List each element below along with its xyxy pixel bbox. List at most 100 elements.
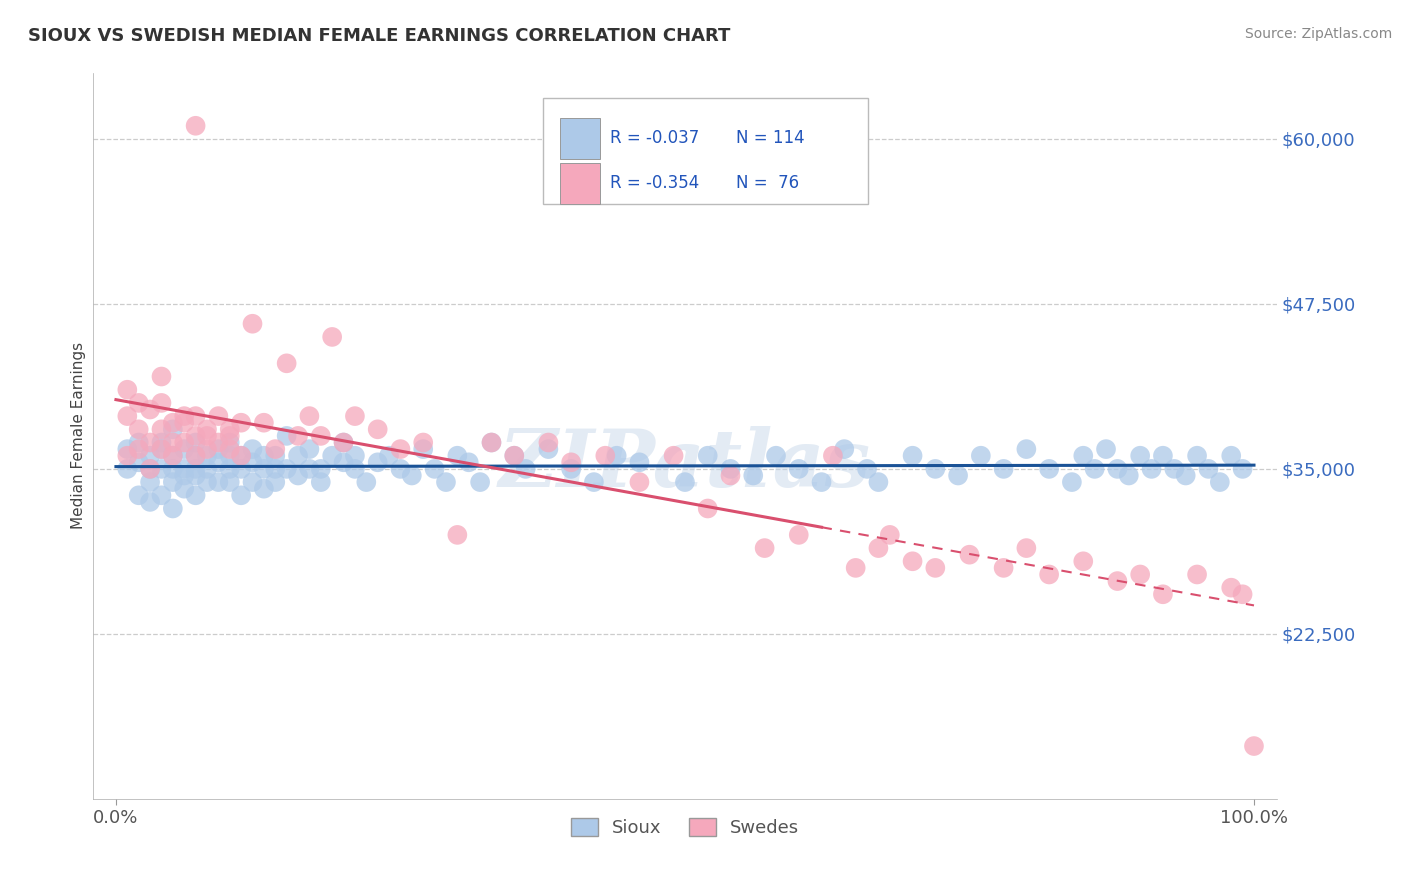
Sioux (207, 455, 229, 469)
Text: Source: ZipAtlas.com: Source: ZipAtlas.com (1244, 27, 1392, 41)
Sioux (207, 442, 229, 456)
Swedes (229, 416, 252, 430)
Sioux (515, 462, 537, 476)
Swedes (242, 317, 264, 331)
Swedes (868, 541, 890, 555)
Sioux (606, 449, 628, 463)
FancyBboxPatch shape (543, 98, 869, 203)
Sioux (1220, 449, 1243, 463)
Swedes (128, 442, 150, 456)
Sioux (537, 442, 560, 456)
Sioux (1071, 449, 1094, 463)
Swedes (184, 449, 207, 463)
Swedes (1038, 567, 1060, 582)
Sioux (1015, 442, 1038, 456)
Swedes (253, 416, 276, 430)
Swedes (162, 449, 184, 463)
Sioux (720, 462, 742, 476)
Sioux (1095, 442, 1118, 456)
Swedes (1243, 739, 1265, 753)
Sioux (298, 442, 321, 456)
Sioux (276, 429, 298, 443)
Swedes (117, 449, 139, 463)
Sioux (1038, 462, 1060, 476)
Swedes (173, 435, 195, 450)
Sioux (139, 495, 162, 509)
Swedes (309, 429, 332, 443)
Sioux (1197, 462, 1219, 476)
Sioux (856, 462, 879, 476)
Sioux (924, 462, 946, 476)
Swedes (139, 402, 162, 417)
Sioux (162, 475, 184, 489)
Text: ZIPatlas: ZIPatlas (499, 426, 872, 504)
Text: R = -0.037: R = -0.037 (610, 129, 700, 147)
Sioux (173, 442, 195, 456)
Swedes (560, 455, 582, 469)
Sioux (696, 449, 718, 463)
Sioux (1118, 468, 1140, 483)
Swedes (150, 442, 173, 456)
Sioux (218, 462, 240, 476)
Sioux (628, 455, 651, 469)
Sioux (832, 442, 855, 456)
Sioux (1174, 468, 1197, 483)
Swedes (1015, 541, 1038, 555)
Swedes (139, 462, 162, 476)
Sioux (309, 475, 332, 489)
Swedes (628, 475, 651, 489)
Sioux (117, 462, 139, 476)
Sioux (139, 449, 162, 463)
Swedes (264, 442, 287, 456)
Text: N = 114: N = 114 (735, 129, 804, 147)
Sioux (162, 501, 184, 516)
Text: SIOUX VS SWEDISH MEDIAN FEMALE EARNINGS CORRELATION CHART: SIOUX VS SWEDISH MEDIAN FEMALE EARNINGS … (28, 27, 731, 45)
Swedes (218, 442, 240, 456)
Sioux (150, 435, 173, 450)
Sioux (264, 449, 287, 463)
Sioux (787, 462, 810, 476)
FancyBboxPatch shape (560, 163, 600, 203)
Swedes (195, 429, 218, 443)
Swedes (184, 429, 207, 443)
Sioux (195, 449, 218, 463)
Sioux (195, 462, 218, 476)
Sioux (184, 488, 207, 502)
Swedes (993, 561, 1015, 575)
Swedes (184, 409, 207, 423)
Sioux (1129, 449, 1152, 463)
Swedes (117, 409, 139, 423)
Sioux (207, 475, 229, 489)
Text: N =  76: N = 76 (735, 174, 799, 193)
Sioux (264, 462, 287, 476)
Swedes (537, 435, 560, 450)
Sioux (765, 449, 787, 463)
Sioux (162, 462, 184, 476)
Swedes (218, 429, 240, 443)
Sioux (389, 462, 412, 476)
Sioux (481, 435, 503, 450)
Swedes (924, 561, 946, 575)
Swedes (162, 435, 184, 450)
Sioux (1060, 475, 1083, 489)
Sioux (970, 449, 993, 463)
Sioux (468, 475, 491, 489)
Swedes (287, 429, 309, 443)
Sioux (276, 462, 298, 476)
Legend: Sioux, Swedes: Sioux, Swedes (564, 811, 807, 844)
Sioux (242, 455, 264, 469)
Sioux (253, 449, 276, 463)
Sioux (253, 462, 276, 476)
Sioux (150, 488, 173, 502)
Swedes (218, 422, 240, 436)
Sioux (229, 488, 252, 502)
Sioux (128, 435, 150, 450)
Sioux (298, 462, 321, 476)
Sioux (229, 462, 252, 476)
FancyBboxPatch shape (560, 118, 600, 159)
Swedes (139, 435, 162, 450)
Sioux (173, 462, 195, 476)
Sioux (195, 475, 218, 489)
Sioux (218, 435, 240, 450)
Sioux (901, 449, 924, 463)
